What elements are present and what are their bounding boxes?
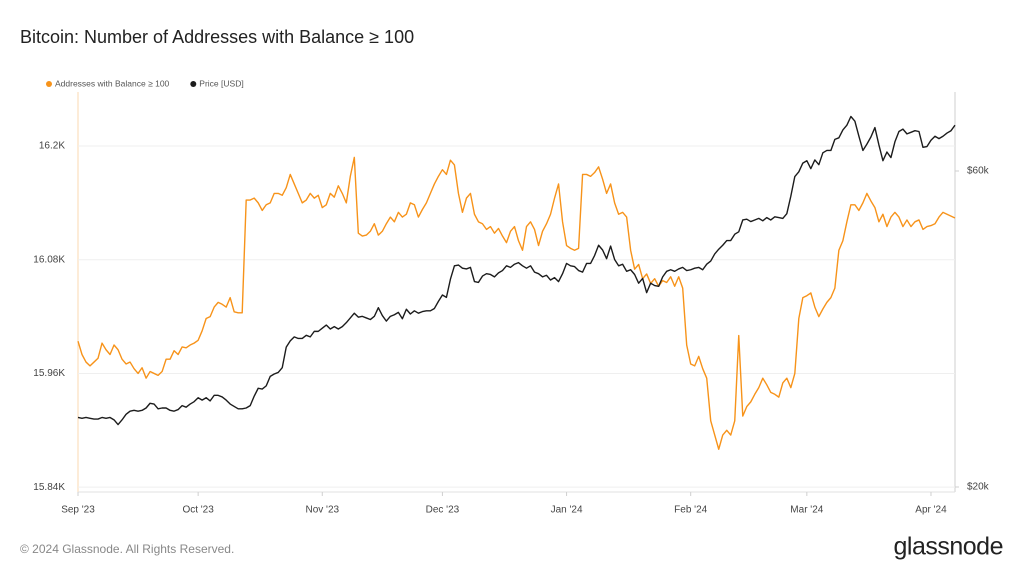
y-tick-label: 15.84K	[33, 482, 65, 493]
x-tick-label: Jan '24	[551, 505, 583, 516]
x-tick-label: Mar '24	[790, 505, 823, 516]
y-tick-label: 16.2K	[39, 141, 65, 152]
x-tick-label: Dec '23	[426, 505, 460, 516]
x-tick-label: Sep '23	[61, 505, 95, 516]
y-tick-label: 15.96K	[33, 368, 65, 379]
x-tick-label: Feb '24	[674, 505, 707, 516]
series-line	[77, 115, 956, 426]
chart-title: Bitcoin: Number of Addresses with Balanc…	[20, 27, 414, 47]
legend-label: Addresses with Balance ≥ 100	[55, 78, 170, 88]
series-line	[77, 156, 956, 450]
copyright: © 2024 Glassnode. All Rights Reserved.	[20, 542, 234, 556]
legend-marker	[46, 81, 52, 87]
legend-label: Price [USD]	[199, 78, 243, 88]
x-tick-label: Apr '24	[915, 505, 947, 516]
legend-marker	[190, 81, 197, 87]
y-tick-label: 16.08K	[33, 254, 65, 265]
brand-logo: glassnode	[894, 533, 1003, 561]
y2-tick-label: $60k	[967, 166, 990, 177]
y2-tick-label: $20k	[967, 482, 990, 493]
x-tick-label: Nov '23	[305, 505, 339, 516]
x-tick-label: Oct '23	[182, 505, 214, 516]
